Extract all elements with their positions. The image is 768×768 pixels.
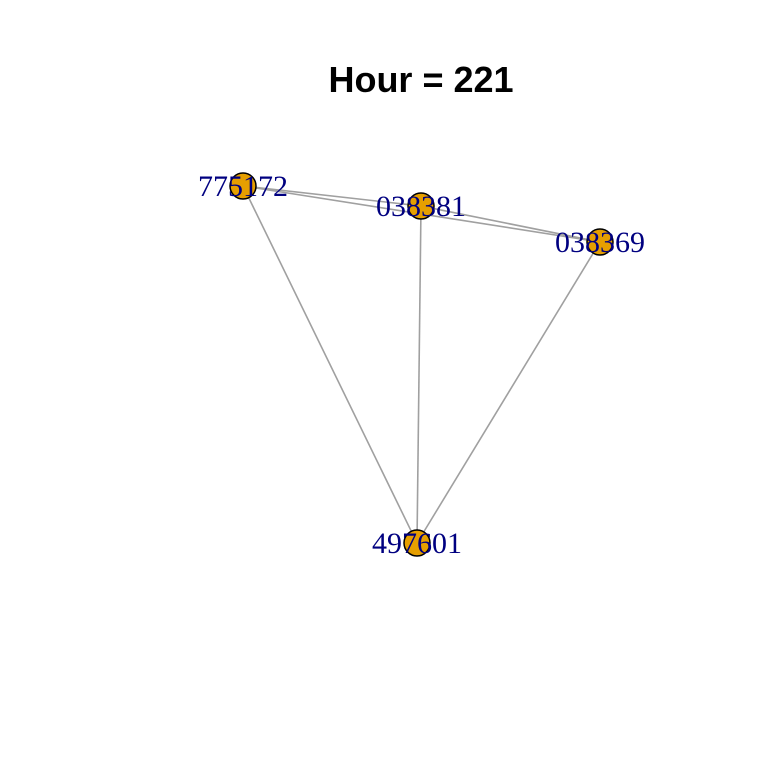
edge-038369-497601 — [423, 252, 594, 533]
edge-038381-038369 — [433, 207, 588, 241]
node-038369: 038369 — [555, 226, 645, 259]
node-circle — [403, 529, 431, 557]
edge-775172-038381 — [255, 186, 409, 206]
node-038381: 038381 — [376, 190, 466, 223]
node-label: 038381 — [376, 190, 466, 223]
edge-038381-497601 — [416, 218, 422, 531]
node-circle — [229, 172, 257, 200]
graph-title: Hour = 221 — [328, 59, 514, 100]
edges-layer — [247, 186, 594, 533]
node-label: 038369 — [555, 226, 645, 259]
node-label: 775172 — [198, 170, 288, 203]
node-label: 497601 — [372, 527, 462, 560]
nodes-layer: 775172 038381 038369 497601 — [198, 170, 645, 560]
edge-775172-497601 — [247, 197, 413, 532]
node-775172: 775172 — [198, 170, 288, 203]
node-circle — [407, 192, 435, 220]
node-497601: 497601 — [372, 527, 462, 560]
node-circle — [586, 228, 614, 256]
